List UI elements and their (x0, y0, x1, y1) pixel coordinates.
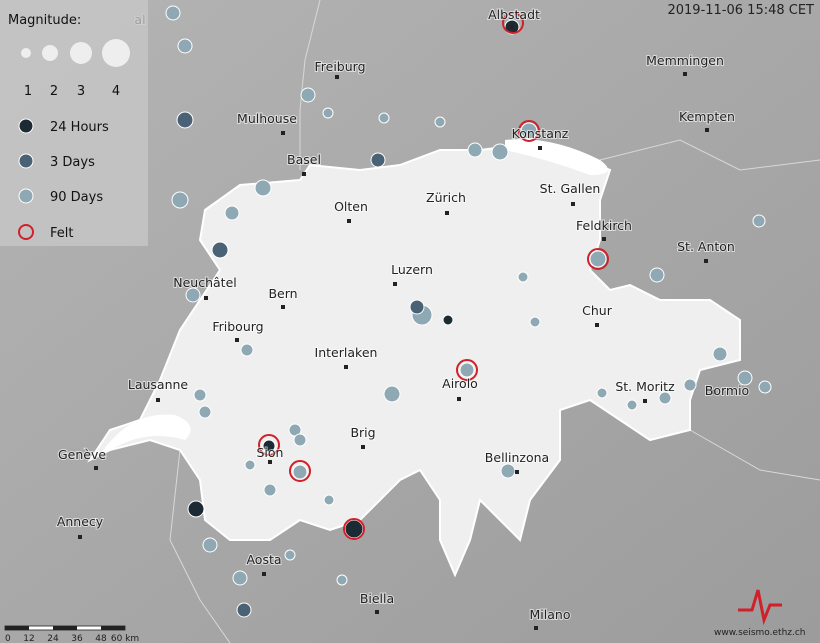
city-label: Interlaken (315, 345, 378, 360)
credit-text: www.seismo.ethz.ch (714, 628, 806, 638)
city-marker (445, 211, 449, 215)
city-marker (393, 282, 397, 286)
timestamp: 2019-11-06 15:48 CET (667, 3, 814, 18)
city-marker (510, 25, 514, 29)
size-2 (42, 45, 58, 61)
city-marker (515, 470, 519, 474)
city-label: Albstadt (488, 7, 540, 22)
city-label: Airolo (442, 376, 478, 391)
lake-geneva (100, 414, 191, 455)
city-marker (704, 259, 708, 263)
city-marker (705, 128, 709, 132)
city-marker (78, 535, 82, 539)
legend: Magnitude: 1 2 3 4 24 Hours 3 Days 90 Da… (0, 0, 148, 246)
borders (169, 0, 820, 643)
city-label: Basel (287, 152, 321, 167)
size-label: 2 (50, 84, 58, 99)
city-marker (344, 365, 348, 369)
size-1 (21, 48, 31, 58)
legend-item: 3 Days (50, 155, 95, 170)
city-marker (94, 466, 98, 470)
scale-label: 48 (95, 634, 107, 643)
city-marker (538, 146, 542, 150)
city-marker (235, 338, 239, 342)
scale-label: 24 (47, 634, 59, 643)
city-marker (281, 305, 285, 309)
city-marker (156, 398, 160, 402)
city-label: Zürich (426, 190, 466, 205)
city-label: Annecy (57, 514, 104, 529)
city-marker (457, 397, 461, 401)
city-marker (302, 172, 306, 176)
city-marker (712, 390, 716, 394)
city-label: St. Gallen (540, 181, 601, 196)
city-marker (262, 572, 266, 576)
legend-90d (18, 188, 34, 204)
city-label: Konstanz (512, 126, 569, 141)
scale-label: 60 km (111, 634, 139, 643)
city-label: Memmingen (646, 53, 724, 68)
lake-constance (505, 139, 608, 175)
city-label: Kempten (679, 109, 735, 124)
city-label: Feldkirch (576, 218, 632, 233)
legend-item: Felt (50, 226, 73, 241)
city-marker (534, 626, 538, 630)
city-label: St. Moritz (615, 379, 675, 394)
city-label: Neuchâtel (173, 275, 236, 290)
city-label: Brig (350, 425, 375, 440)
scale-label: 36 (71, 634, 83, 643)
city-marker (281, 131, 285, 135)
size-label: 3 (77, 84, 85, 99)
city-marker (361, 445, 365, 449)
scale-label: 12 (23, 634, 34, 643)
city-label: Aosta (246, 552, 281, 567)
legend-3d (18, 153, 34, 169)
city-marker (268, 460, 272, 464)
city-marker (335, 75, 339, 79)
legend-item: 24 Hours (50, 120, 109, 135)
credit: www.seismo.ethz.ch (714, 589, 806, 638)
city-label: Mulhouse (237, 111, 297, 126)
city-label: Olten (334, 199, 368, 214)
city-label: Bormio (705, 383, 749, 398)
city-label: Biella (360, 591, 394, 606)
city-marker (204, 296, 208, 300)
city-label: Genève (58, 447, 106, 462)
legend-24h (18, 118, 34, 134)
city-label: Bellinzona (485, 450, 549, 465)
city-label: Luzern (391, 262, 433, 277)
legend-felt (18, 224, 34, 240)
city-label: Bern (268, 286, 297, 301)
earthquakes (165, 5, 772, 618)
city-marker (347, 219, 351, 223)
legend-title: Magnitude: (8, 13, 81, 28)
city-label: Freiburg (314, 59, 365, 74)
city-marker (595, 323, 599, 327)
city-marker (683, 72, 687, 76)
city-label: Sion (257, 445, 284, 460)
size-label: 1 (24, 84, 32, 99)
size-4 (102, 39, 130, 67)
city-marker (602, 237, 606, 241)
city-marker (375, 610, 379, 614)
city-marker (571, 202, 575, 206)
size-3 (70, 42, 92, 64)
size-label: 4 (112, 84, 120, 99)
city-label: Chur (582, 303, 613, 318)
scale-label: 0 (5, 634, 11, 643)
city-label: Milano (530, 607, 571, 622)
city-label: St. Anton (677, 239, 735, 254)
legend-item: 90 Days (50, 190, 103, 205)
city-marker (643, 399, 647, 403)
city-label: Lausanne (128, 377, 189, 392)
scale-bar: 0 12 24 36 48 60 km (4, 625, 139, 643)
city-label: Fribourg (212, 319, 263, 334)
